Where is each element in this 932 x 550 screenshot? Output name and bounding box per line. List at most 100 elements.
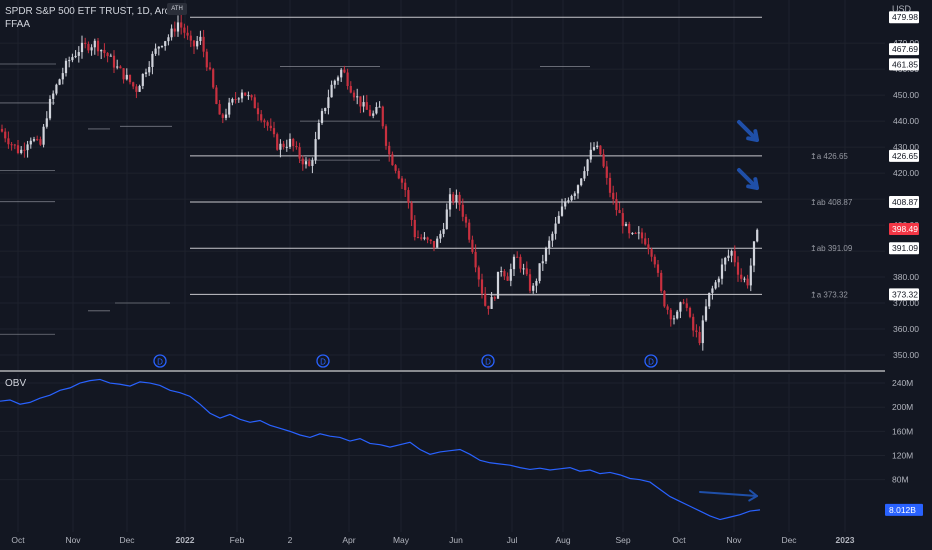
annotation-arrows bbox=[699, 120, 759, 502]
candle-body bbox=[240, 92, 244, 99]
candle-body bbox=[580, 178, 583, 186]
candle-body bbox=[212, 69, 215, 88]
candle-body bbox=[698, 332, 701, 344]
price-scale-badge-label: 398.49 bbox=[892, 224, 918, 234]
dividend-marker[interactable]: D bbox=[316, 354, 330, 368]
price-scale-badge-label: 461.85 bbox=[892, 59, 918, 69]
candle-body bbox=[228, 102, 231, 115]
candle-body bbox=[685, 303, 688, 308]
candle-body bbox=[327, 97, 330, 109]
candle-body bbox=[522, 268, 525, 270]
candle-body bbox=[109, 55, 112, 57]
time-tick-label: Nov bbox=[65, 535, 81, 545]
level-lines: ↥a 426.65 ↥ab 408.87 ↥ab 391.09 ↥a 373.32 bbox=[0, 16, 853, 335]
price-tick-label: 360.00 bbox=[893, 324, 919, 334]
candle-body bbox=[394, 165, 397, 171]
candle-body bbox=[192, 40, 196, 47]
dividend-circle bbox=[644, 354, 658, 368]
candle-body bbox=[29, 140, 32, 145]
candle-body bbox=[74, 55, 77, 58]
candle-body bbox=[87, 44, 90, 51]
candle-body bbox=[487, 305, 490, 309]
candle-body bbox=[189, 35, 192, 41]
time-tick-label: Dec bbox=[119, 535, 135, 545]
candle-body bbox=[247, 95, 250, 97]
candle-body bbox=[346, 72, 349, 87]
candle-body bbox=[388, 145, 391, 155]
candle-body bbox=[48, 98, 52, 119]
candle-body bbox=[256, 108, 260, 115]
candle-body bbox=[80, 42, 84, 53]
candle-body bbox=[576, 185, 580, 194]
candle-body bbox=[276, 134, 279, 150]
dividend-marker[interactable]: D bbox=[644, 354, 658, 368]
candle-body bbox=[676, 311, 679, 319]
candle-body bbox=[64, 60, 68, 74]
candle-body bbox=[432, 241, 436, 248]
candle-body bbox=[32, 139, 36, 141]
candle-body bbox=[205, 51, 208, 68]
candle-body bbox=[93, 40, 96, 48]
price-tick-label: 420.00 bbox=[893, 168, 919, 178]
price-scale-badge bbox=[889, 196, 919, 209]
candle-body bbox=[128, 74, 132, 83]
candle-body bbox=[704, 306, 708, 321]
candle-body bbox=[90, 47, 93, 51]
candle-body bbox=[528, 274, 532, 291]
obv-line bbox=[0, 378, 761, 521]
candle-body bbox=[7, 138, 10, 145]
candle-body bbox=[202, 36, 205, 52]
dividend-marker[interactable]: D bbox=[481, 354, 495, 368]
obv-label[interactable]: OBV bbox=[5, 378, 27, 389]
candle-body bbox=[295, 146, 298, 148]
price-scale-badge-label: 408.87 bbox=[892, 197, 918, 207]
candle-body bbox=[250, 95, 253, 98]
candle-body bbox=[311, 160, 314, 166]
candle-body bbox=[23, 149, 26, 151]
candle-body bbox=[340, 69, 343, 78]
grid-lines bbox=[0, 0, 885, 532]
candle-body bbox=[308, 161, 311, 166]
candle-body bbox=[324, 108, 327, 112]
time-tick-label: Jul bbox=[507, 535, 518, 545]
candle-body bbox=[141, 73, 144, 86]
candle-body bbox=[682, 302, 685, 304]
obv-axis[interactable]: 240M 200M 160M 120M 80M 8.012B bbox=[885, 378, 923, 516]
dividend-marker[interactable]: D bbox=[153, 354, 167, 368]
candle-body bbox=[426, 237, 429, 240]
candle-body bbox=[557, 215, 560, 224]
time-tick-label: Apr bbox=[342, 535, 355, 545]
candle-body bbox=[356, 96, 359, 98]
symbol-title[interactable]: SPDR S&P 500 ETF TRUST, 1D, Arca bbox=[5, 6, 176, 17]
candle-body bbox=[170, 28, 173, 38]
candle-body bbox=[439, 233, 442, 239]
candle-body bbox=[516, 256, 519, 258]
candle-body bbox=[679, 302, 682, 312]
candle-body bbox=[100, 49, 103, 52]
indicator-label[interactable]: FFAA bbox=[5, 19, 31, 30]
candle-body bbox=[10, 144, 13, 146]
dividend-letter: D bbox=[485, 358, 491, 367]
price-scale-badge bbox=[889, 149, 919, 162]
price-axis[interactable]: 350.00360.00370.00380.00390.00400.00410.… bbox=[889, 11, 919, 360]
price-scale-badge bbox=[889, 242, 919, 255]
candle-body bbox=[176, 22, 180, 32]
candle-body bbox=[151, 53, 154, 68]
time-tick-label: Oct bbox=[11, 535, 25, 545]
candle-body bbox=[372, 113, 375, 116]
candle-body bbox=[618, 210, 621, 214]
candle-body bbox=[458, 194, 461, 205]
candle-body bbox=[352, 92, 356, 98]
candle-body bbox=[564, 201, 567, 207]
down-right-arrow-lower-head bbox=[746, 177, 759, 190]
candle-body bbox=[20, 149, 23, 153]
candle-body bbox=[68, 60, 71, 62]
time-tick-label: Aug bbox=[555, 535, 570, 545]
candle-body bbox=[4, 131, 7, 139]
obv-tick-label: 120M bbox=[892, 451, 913, 461]
obv-right-arrow-head bbox=[748, 489, 758, 502]
candle-body bbox=[455, 194, 458, 202]
obv-tick-label: 80M bbox=[892, 475, 909, 485]
time-axis[interactable]: Oct Nov Dec 2022 Feb 2 Apr May Jun Jul Aug Sep Oct No… bbox=[11, 535, 854, 545]
